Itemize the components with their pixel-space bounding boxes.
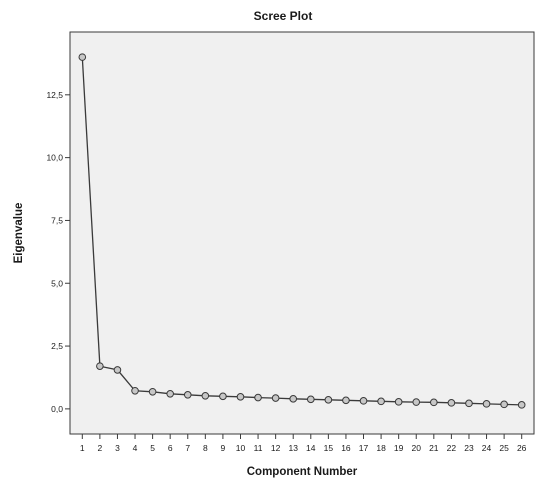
data-point — [201, 392, 210, 400]
x-tick-label: 16 — [341, 443, 351, 453]
plot-area — [69, 31, 535, 435]
data-point — [447, 399, 456, 407]
x-tick-label: 12 — [271, 443, 281, 453]
x-tick-label: 19 — [394, 443, 404, 453]
y-tick-label: 10,0 — [46, 153, 63, 163]
data-point — [131, 386, 139, 395]
x-tick-label: 10 — [236, 443, 246, 453]
x-tick-label: 21 — [429, 443, 439, 453]
x-tick-label: 14 — [306, 443, 316, 453]
data-point — [306, 395, 315, 404]
y-axis-label: Eigenvalue — [13, 203, 25, 264]
x-tick-label: 23 — [464, 443, 474, 453]
eigenvalue-series — [78, 53, 526, 409]
x-tick-label: 24 — [482, 443, 492, 453]
x-tick-label: 1 — [80, 443, 85, 453]
data-point — [271, 394, 280, 402]
y-tick-label: 2,5 — [51, 341, 63, 351]
data-point — [219, 392, 227, 401]
x-tick-label: 9 — [221, 443, 226, 453]
x-tick-label: 25 — [499, 443, 509, 453]
data-point — [430, 398, 438, 407]
y-tick-label: 12,5 — [46, 90, 63, 100]
data-point — [236, 393, 245, 401]
data-point — [148, 387, 157, 396]
data-point — [342, 396, 350, 405]
x-tick-label: 13 — [288, 443, 298, 453]
x-tick-label: 22 — [447, 443, 457, 453]
data-point — [324, 396, 333, 404]
x-tick-label: 3 — [115, 443, 120, 453]
x-tick-label: 6 — [168, 443, 173, 453]
data-point — [183, 391, 192, 399]
x-axis-label: Component Number — [247, 466, 358, 478]
data-point — [412, 398, 421, 406]
data-point — [113, 366, 122, 374]
x-axis: 1 2 3 4 5 6 7 8 9 10 11 12 13 14 15 16 17 18 19 20 21 22 23 24 2… — [80, 434, 527, 453]
x-tick-label: 18 — [376, 443, 386, 453]
data-point — [78, 53, 87, 61]
data-point — [166, 390, 174, 398]
y-tick-label: 7,5 — [51, 215, 63, 225]
x-tick-label: 4 — [133, 443, 138, 453]
data-point — [359, 397, 368, 405]
x-tick-label: 5 — [150, 443, 155, 453]
y-tick-label: 5,0 — [51, 278, 63, 288]
x-tick-label: 15 — [324, 443, 334, 453]
data-point — [289, 395, 298, 403]
x-tick-label: 2 — [98, 443, 103, 453]
y-tick-label: 0,0 — [51, 404, 63, 414]
x-tick-label: 26 — [517, 443, 527, 453]
data-point — [482, 400, 491, 408]
data-point — [254, 393, 262, 402]
data-point — [96, 362, 104, 370]
x-tick-label: 20 — [412, 443, 422, 453]
chart-title: Scree Plot — [254, 9, 313, 23]
data-point — [465, 399, 473, 408]
x-tick-label: 11 — [254, 443, 263, 453]
data-point — [500, 400, 508, 409]
data-point — [394, 398, 403, 406]
x-tick-label: 7 — [185, 443, 190, 453]
data-point — [377, 397, 385, 406]
x-tick-label: 17 — [359, 443, 369, 453]
data-point — [517, 401, 526, 409]
x-tick-label: 8 — [203, 443, 208, 453]
y-axis: 0,0 2,5 5,0 7,5 10,0 12,5 — [46, 90, 70, 414]
